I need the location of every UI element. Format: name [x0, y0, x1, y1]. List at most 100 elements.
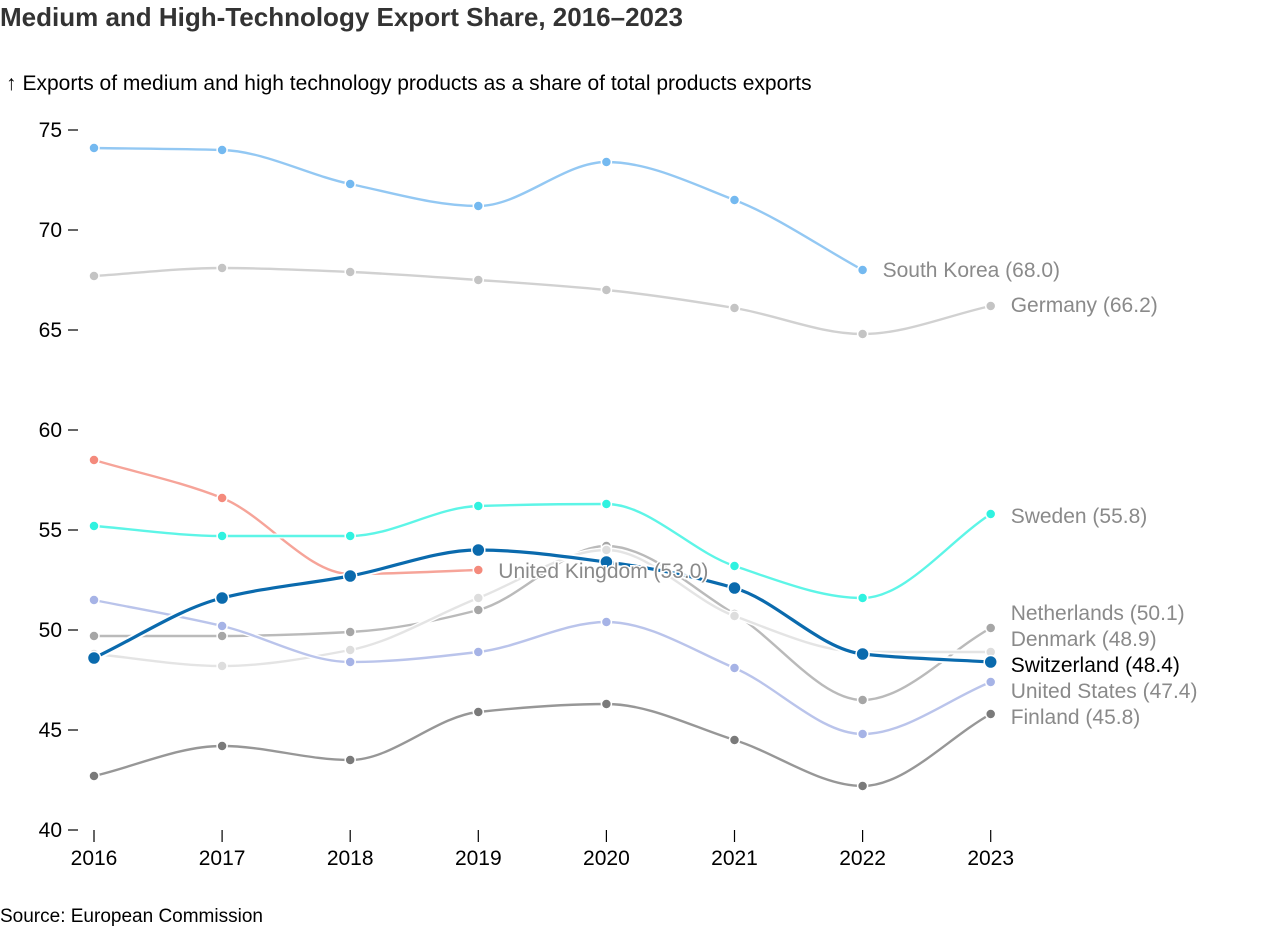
data-point[interactable] [472, 564, 485, 576]
data-point[interactable] [344, 754, 356, 766]
data-point[interactable] [216, 530, 228, 542]
data-point[interactable] [216, 660, 228, 672]
data-point[interactable] [984, 622, 997, 634]
data-point[interactable] [472, 592, 485, 604]
data-point[interactable] [728, 194, 741, 206]
data-point[interactable] [88, 630, 100, 642]
data-point[interactable] [856, 328, 869, 340]
y-tick-label: 70 [39, 219, 62, 242]
y-tick-label: 55 [39, 519, 62, 542]
data-point[interactable] [599, 554, 614, 570]
series-switzerland [86, 542, 998, 670]
data-point[interactable] [600, 156, 613, 168]
x-tick-label: 2016 [71, 847, 118, 870]
series-united-states [88, 594, 997, 740]
data-point[interactable] [216, 740, 228, 752]
data-point[interactable] [88, 142, 100, 154]
data-point[interactable] [216, 492, 228, 504]
data-point[interactable] [88, 594, 100, 606]
end-label-netherlands: Netherlands (50.1) [1011, 602, 1185, 625]
data-point[interactable] [344, 626, 356, 638]
chart-title: Medium and High-Technology Export Share,… [0, 2, 683, 32]
data-point[interactable] [728, 734, 741, 746]
data-point[interactable] [855, 646, 870, 662]
y-tick-label: 45 [39, 719, 62, 742]
data-point[interactable] [600, 698, 613, 710]
series-line [93, 266, 991, 336]
data-point[interactable] [472, 500, 485, 512]
x-tick-label: 2023 [967, 847, 1014, 870]
data-point[interactable] [728, 662, 741, 674]
data-point[interactable] [856, 264, 869, 276]
data-point[interactable] [984, 508, 997, 520]
data-point[interactable] [88, 454, 100, 466]
data-point[interactable] [344, 266, 356, 278]
data-point[interactable] [856, 728, 869, 740]
data-point[interactable] [472, 604, 485, 616]
end-label-united-states: United States (47.4) [1011, 680, 1198, 703]
x-tick-label: 2021 [711, 847, 758, 870]
data-point[interactable] [728, 560, 741, 572]
data-point[interactable] [342, 568, 358, 584]
series-line [93, 548, 991, 664]
data-point[interactable] [856, 592, 869, 604]
data-point[interactable] [216, 262, 228, 274]
series-finland [88, 698, 997, 792]
end-label-sweden: Sweden (55.8) [1011, 505, 1148, 528]
data-point[interactable] [728, 610, 741, 622]
data-point[interactable] [600, 284, 613, 296]
x-tick-label: 2019 [455, 847, 502, 870]
x-tick-label: 2018 [327, 847, 374, 870]
up-arrow-icon: ↑ [6, 72, 17, 95]
data-point[interactable] [472, 706, 485, 718]
data-point[interactable] [600, 498, 613, 510]
series-line-halo [91, 265, 994, 337]
data-point[interactable] [344, 656, 356, 668]
x-tick-label: 2022 [839, 847, 886, 870]
series-line [93, 702, 992, 788]
data-point[interactable] [856, 694, 869, 706]
series-germany [88, 262, 997, 340]
source-note: Source: European Commission [0, 906, 263, 927]
data-point[interactable] [344, 644, 356, 656]
data-point[interactable] [727, 580, 742, 596]
end-label-finland: Finland (45.8) [1011, 706, 1141, 729]
data-point[interactable] [471, 542, 486, 558]
series-line [93, 598, 992, 736]
x-tick-label: 2017 [199, 847, 246, 870]
series-line [94, 544, 992, 702]
series-united-kingdom [88, 454, 485, 580]
data-point[interactable] [600, 544, 613, 556]
end-label-switzerland: Switzerland (48.4) [1011, 654, 1180, 677]
data-point[interactable] [88, 770, 100, 782]
data-point[interactable] [88, 270, 100, 282]
end-label-germany: Germany (66.2) [1011, 294, 1158, 317]
y-tick-label: 75 [39, 119, 62, 142]
data-point[interactable] [216, 144, 228, 156]
end-label-south-korea: South Korea (68.0) [883, 259, 1060, 282]
data-point[interactable] [472, 646, 485, 658]
data-point[interactable] [983, 654, 998, 670]
y-axis-label: ↑ Exports of medium and high technology p… [6, 72, 812, 96]
data-point[interactable] [214, 590, 230, 606]
data-point[interactable] [344, 178, 356, 190]
data-point[interactable] [472, 274, 485, 286]
data-point[interactable] [88, 520, 100, 532]
x-tick-label: 2020 [583, 847, 630, 870]
data-point[interactable] [216, 620, 228, 632]
data-point[interactable] [728, 302, 741, 314]
end-label-denmark: Denmark (48.9) [1011, 628, 1157, 651]
data-point[interactable] [984, 300, 997, 312]
data-point[interactable] [984, 676, 997, 688]
series-south-korea [88, 142, 869, 276]
data-point[interactable] [216, 630, 228, 642]
data-point[interactable] [86, 650, 102, 666]
data-point[interactable] [856, 780, 869, 792]
data-point[interactable] [984, 708, 997, 720]
series-line [93, 458, 479, 576]
y-tick-label: 60 [39, 419, 62, 442]
data-point[interactable] [472, 200, 485, 212]
data-point[interactable] [600, 616, 613, 628]
data-point[interactable] [344, 530, 356, 542]
